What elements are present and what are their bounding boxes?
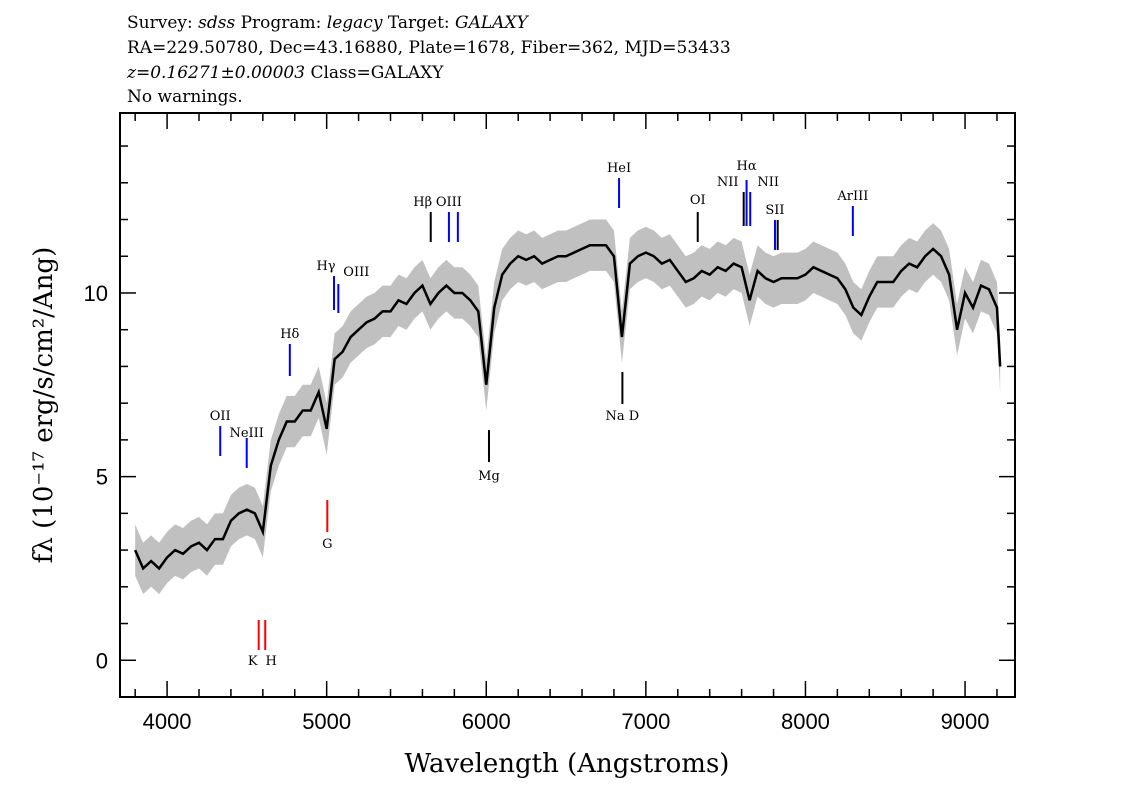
x-tick-label: 5000 [302,709,351,734]
flux-layer [134,243,1002,571]
survey-label: Survey: [127,13,199,33]
line-label: G [322,537,332,552]
target-value: GALAXY [455,13,528,33]
survey-value: sdss [198,13,236,33]
line-label: OII [210,409,231,424]
error-band-layer [135,219,1001,595]
line-label: SII [765,203,784,218]
error-band [135,219,1001,595]
program-label: Program: [235,13,327,33]
header-line-warnings: No warnings. [127,87,243,107]
header-line-coordinates: RA=229.50780, Dec=43.16880, Plate=1678, … [127,38,731,58]
line-label: OIII [343,265,369,280]
line-label: NII [757,175,779,190]
line-label: Mg [478,469,500,484]
y-tick-label: 5 [96,465,108,490]
line-label: Na D [606,409,640,424]
x-tick-label: 7000 [621,709,670,734]
line-label: H [266,654,277,669]
line-label: Hδ [280,327,299,342]
x-tick-label: 6000 [462,709,511,734]
line-label: Hγ [316,259,335,274]
plot-frame [119,112,1016,698]
y-axis-label: fλ (10⁻¹⁷ erg/s/cm²/Ang) [29,247,59,563]
y-tick-label: 10 [84,281,108,306]
header-line-redshift: z=0.16271±0.00003 Class=GALAXY [127,62,443,84]
program-value: legacy [326,13,383,33]
y-tick-label: 0 [96,648,108,673]
line-label: Hβ [413,195,432,210]
line-label: OIII [436,195,462,210]
x-axis-label: Wavelength (Angstroms) [405,749,730,779]
x-tick-label: 8000 [781,709,830,734]
line-label: NII [717,175,739,190]
line-label: ArIII [836,189,868,204]
line-label: HeI [607,161,631,176]
line-label: OI [690,193,706,208]
line-label: Hα [737,159,757,174]
redshift-value: z=0.16271±0.00003 [127,63,306,83]
x-tick-label: 9000 [941,709,990,734]
flux-series [134,243,1002,571]
class-value: Class=GALAXY [305,63,444,83]
line-label: K [248,654,258,669]
x-tick-label: 4000 [143,709,192,734]
target-label: Target: [382,13,456,33]
axis-ticks: 4000 5000 6000 7000 8000 9000 0 5 10 [84,113,1015,734]
line-label: NeIII [229,426,263,441]
header-line-survey: Survey: sdss Program: legacy Target: GAL… [127,12,528,34]
